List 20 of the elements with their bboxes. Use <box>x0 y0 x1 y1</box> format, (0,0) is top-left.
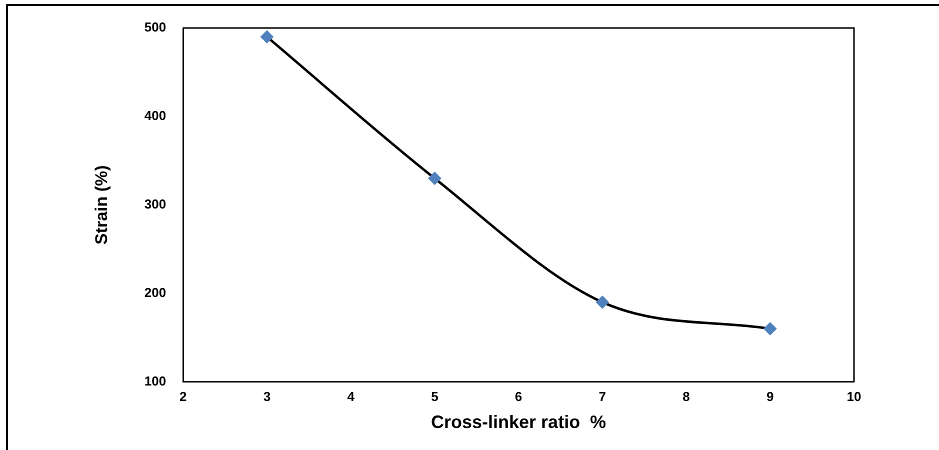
point <box>764 322 777 336</box>
x-tick-label: 4 <box>347 389 356 404</box>
x-tick-label: 7 <box>598 389 606 404</box>
y-axis-title: Strain (%) <box>92 165 111 245</box>
point <box>260 30 274 44</box>
point <box>596 296 609 309</box>
x-tick-label: 3 <box>263 389 271 404</box>
x-tick-label: 9 <box>766 389 774 404</box>
x-tick-label: 6 <box>514 389 522 404</box>
point <box>428 172 442 185</box>
y-tick-label: 100 <box>144 373 166 388</box>
x-tick-label: 10 <box>846 389 862 404</box>
y-tick-label: 200 <box>144 284 166 300</box>
y-tick-label: 400 <box>144 108 166 124</box>
y-tick-label: 300 <box>144 196 166 212</box>
x-axis-title: Cross-linker ratio % <box>431 412 606 432</box>
x-tick-label: 2 <box>179 389 187 404</box>
x-tick-label: 8 <box>682 389 690 404</box>
x-tick-label: 5 <box>431 389 438 404</box>
y-tick-label: 500 <box>144 20 166 35</box>
